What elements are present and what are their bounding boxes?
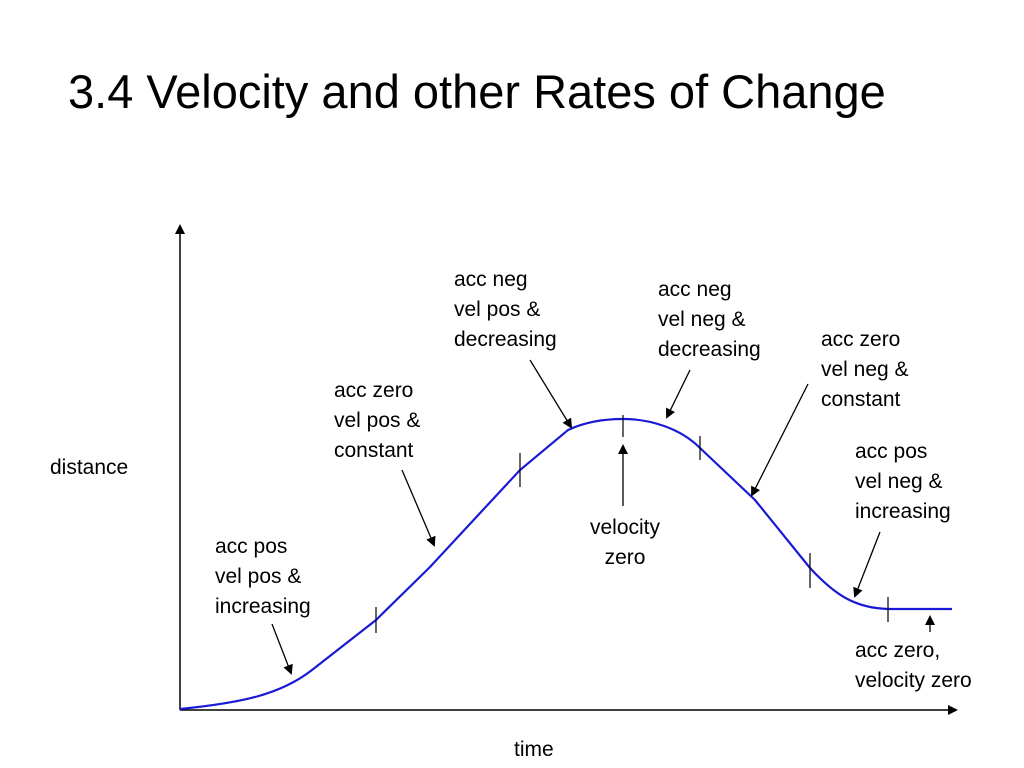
- annotation-line: vel pos &: [215, 565, 301, 588]
- annotation-line: increasing: [215, 595, 311, 618]
- annotation-arrow: [529, 359, 573, 429]
- annotation-arrow: [751, 383, 809, 497]
- annotation-line: acc zero,: [855, 639, 940, 662]
- annotation-acc-zero-velocity-zero: acc zero, velocity zero: [855, 639, 972, 692]
- annotation-line: vel neg &: [821, 358, 909, 381]
- annotation-acc-zero-vel-neg-constant: acc zero vel neg & constant: [821, 328, 909, 411]
- annotation-arrow: [853, 531, 881, 598]
- annotation-line: increasing: [855, 500, 951, 523]
- annotation-arrow: [666, 369, 691, 419]
- slide-title: 3.4 Velocity and other Rates of Change: [68, 65, 886, 118]
- annotation-line: vel neg &: [658, 308, 746, 331]
- annotation-line: velocity zero: [855, 669, 972, 692]
- annotation-line: acc neg: [454, 268, 528, 291]
- annotation-line: velocity: [590, 516, 661, 539]
- x-axis-label: time: [514, 738, 554, 761]
- annotation-acc-zero-vel-pos-constant: acc zero vel pos & constant: [334, 379, 420, 462]
- annotation-acc-neg-vel-pos-decreasing: acc neg vel pos & decreasing: [454, 268, 557, 351]
- distance-time-curve: [179, 417, 952, 711]
- annotation-line: constant: [334, 439, 414, 462]
- annotation-line: constant: [821, 388, 901, 411]
- annotation-acc-pos-vel-pos-increasing: acc pos vel pos & increasing: [215, 535, 311, 618]
- y-axis-label: distance: [50, 456, 128, 479]
- annotation-line: acc pos: [855, 440, 927, 463]
- annotation-line: zero: [605, 546, 646, 569]
- annotation-arrow: [271, 623, 293, 675]
- annotation-acc-pos-vel-neg-increasing: acc pos vel neg & increasing: [855, 440, 951, 523]
- annotation-acc-neg-vel-neg-decreasing: acc neg vel neg & decreasing: [658, 278, 761, 361]
- annotation-arrow: [401, 469, 436, 547]
- annotation-line: acc neg: [658, 278, 732, 301]
- annotation-line: vel neg &: [855, 470, 943, 493]
- annotation-line: vel pos &: [334, 409, 420, 432]
- annotation-velocity-zero: velocity zero: [590, 516, 661, 569]
- annotation-line: acc zero: [334, 379, 413, 402]
- annotation-line: acc zero: [821, 328, 900, 351]
- annotation-line: decreasing: [454, 328, 557, 351]
- annotation-line: decreasing: [658, 338, 761, 361]
- annotation-line: acc pos: [215, 535, 287, 558]
- annotation-line: vel pos &: [454, 298, 540, 321]
